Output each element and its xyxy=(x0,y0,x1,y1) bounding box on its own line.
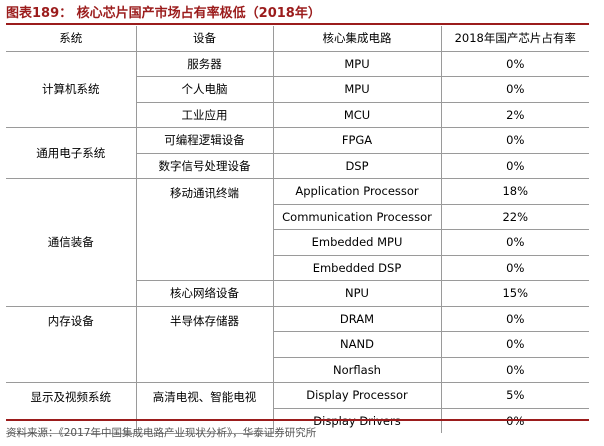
chip-cell: DRAM xyxy=(272,305,442,332)
chip-cell: Communication Processor xyxy=(273,203,442,230)
table-row: 核心网络设备 NPU 15% xyxy=(6,280,589,307)
share-cell: 2% xyxy=(440,101,589,128)
chip-cell: Embedded MPU xyxy=(273,229,442,256)
system-cell: 通用电子系统 xyxy=(6,127,137,179)
share-cell: 18% xyxy=(440,178,589,205)
share-cell: 0% xyxy=(440,331,589,358)
share-cell: 0% xyxy=(440,356,589,383)
chip-cell: Embedded DSP xyxy=(273,254,442,281)
chip-cell: Application Processor xyxy=(272,178,442,205)
footer-divider xyxy=(6,419,589,421)
table-row: 计算机系统 服务器 MPU 0% xyxy=(6,50,589,128)
share-cell: 22% xyxy=(440,203,589,230)
device-cell: 可编程逻辑设备 xyxy=(135,127,274,154)
title-divider xyxy=(6,23,589,25)
device-cell: 服务器 xyxy=(135,50,274,77)
header-row: 系统 设备 核心集成电路 2018年国产芯片占有率 xyxy=(6,26,589,52)
chip-cell: MCU xyxy=(272,101,442,128)
chip-cell: MPU xyxy=(272,50,442,77)
chip-cell: NAND xyxy=(273,331,442,358)
header-chip: 核心集成电路 xyxy=(272,26,442,52)
table-row: 通用电子系统 可编程逻辑设备 FPGA 0% xyxy=(6,127,589,179)
table-row: 内存设备 半导体存储器 DRAM 0% xyxy=(6,305,589,383)
system-cell: 通信装备 xyxy=(6,178,137,307)
device-cell: 核心网络设备 xyxy=(136,280,274,307)
table-row: 个人电脑 MPU 0% xyxy=(6,76,589,103)
share-cell: 0% xyxy=(440,152,589,179)
header-share: 2018年国产芯片占有率 xyxy=(440,26,589,52)
chip-cell: MPU xyxy=(272,76,442,103)
device-cell: 数字信号处理设备 xyxy=(136,152,274,179)
device-cell: 半导体存储器 xyxy=(135,305,274,383)
chip-cell: Norflash xyxy=(273,356,442,383)
system-cell: 显示及视频系统 xyxy=(6,382,137,434)
table-row: 通信装备 移动通讯终端 Application Processor 18% xyxy=(6,178,589,307)
chip-share-table: 系统 设备 核心集成电路 2018年国产芯片占有率 计算机系统 服务器 MPU … xyxy=(6,26,589,434)
share-cell: 0% xyxy=(440,254,589,281)
device-cell: 高清电视、智能电视 xyxy=(135,382,274,434)
system-cell: 计算机系统 xyxy=(6,50,137,128)
device-cell: 个人电脑 xyxy=(136,76,274,103)
chip-cell: DSP xyxy=(272,152,442,179)
table-row: Embedded DSP 0% xyxy=(6,254,589,281)
share-cell: 0% xyxy=(440,50,589,77)
table-row: Communication Processor 22% xyxy=(6,203,589,230)
system-cell: 内存设备 xyxy=(6,305,137,383)
table-row: Norflash 0% xyxy=(6,356,589,383)
share-cell: 0% xyxy=(440,305,589,332)
chip-cell: NPU xyxy=(272,280,442,307)
header-system: 系统 xyxy=(6,26,137,52)
share-cell: 0% xyxy=(440,76,589,103)
table-title: 图表189： 核心芯片国产市场占有率极低（2018年） xyxy=(6,6,321,21)
device-cell: 工业应用 xyxy=(136,101,274,128)
table-row: 工业应用 MCU 2% xyxy=(6,101,589,128)
share-cell: 5% xyxy=(440,382,589,409)
device-cell: 移动通讯终端 xyxy=(135,178,274,281)
chip-cell: Display Processor xyxy=(272,382,442,409)
share-cell: 0% xyxy=(440,229,589,256)
chip-cell: FPGA xyxy=(272,127,442,154)
share-cell: 15% xyxy=(440,280,589,307)
table-row: 显示及视频系统 高清电视、智能电视 Display Processor 5% xyxy=(6,382,589,434)
share-cell: 0% xyxy=(440,127,589,154)
header-device: 设备 xyxy=(135,26,274,52)
source-note: 资料来源：《2017年中国集成电路产业现状分析》，华泰证券研究所 xyxy=(6,427,317,439)
